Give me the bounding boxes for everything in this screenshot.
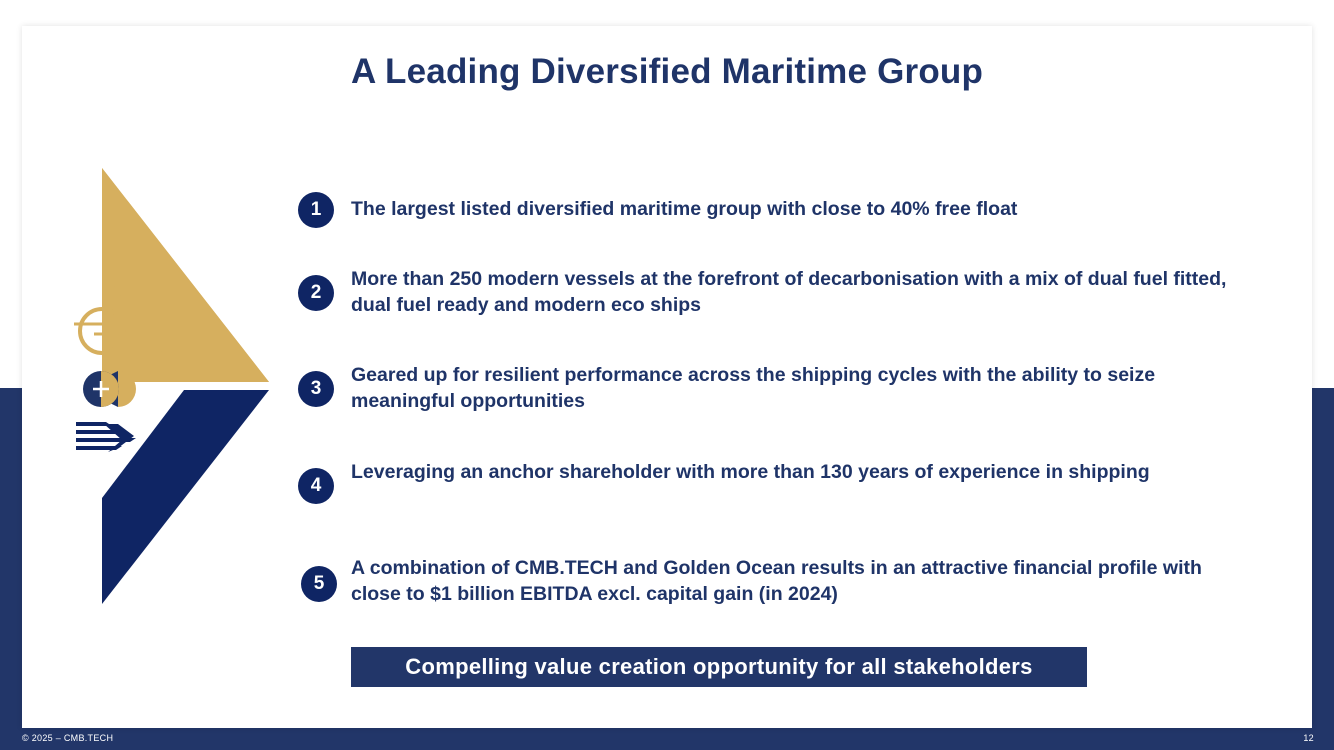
chevron-graphic xyxy=(74,168,269,604)
page-title: A Leading Diversified Maritime Group xyxy=(350,52,984,91)
number-badge: 1 xyxy=(298,192,334,228)
copyright-text: © 2025 – CMB.TECH xyxy=(22,733,114,743)
list-item-text: A combination of CMB.TECH and Golden Oce… xyxy=(351,557,1202,605)
number-badge: 2 xyxy=(298,275,334,311)
list-item-text: The largest listed diversified maritime … xyxy=(351,198,1018,220)
number-badge: 4 xyxy=(298,468,334,504)
gold-chevron-fill xyxy=(102,168,269,382)
list-item-text: Leveraging an anchor shareholder with mo… xyxy=(351,461,1150,483)
callout-banner: Compelling value creation opportunity fo… xyxy=(351,647,1087,687)
number-badge: 5 xyxy=(301,566,337,602)
golden-ocean-logo-icon xyxy=(74,307,132,355)
page-number: 12 xyxy=(1303,733,1314,743)
plus-icon xyxy=(83,371,136,407)
cmb-tech-logo-icon xyxy=(76,422,136,452)
list-item-text: More than 250 modern vessels at the fore… xyxy=(351,268,1227,316)
number-badge: 3 xyxy=(298,371,334,407)
list-item-text: Geared up for resilient performance acro… xyxy=(351,364,1156,412)
navy-chevron-half xyxy=(102,390,269,604)
